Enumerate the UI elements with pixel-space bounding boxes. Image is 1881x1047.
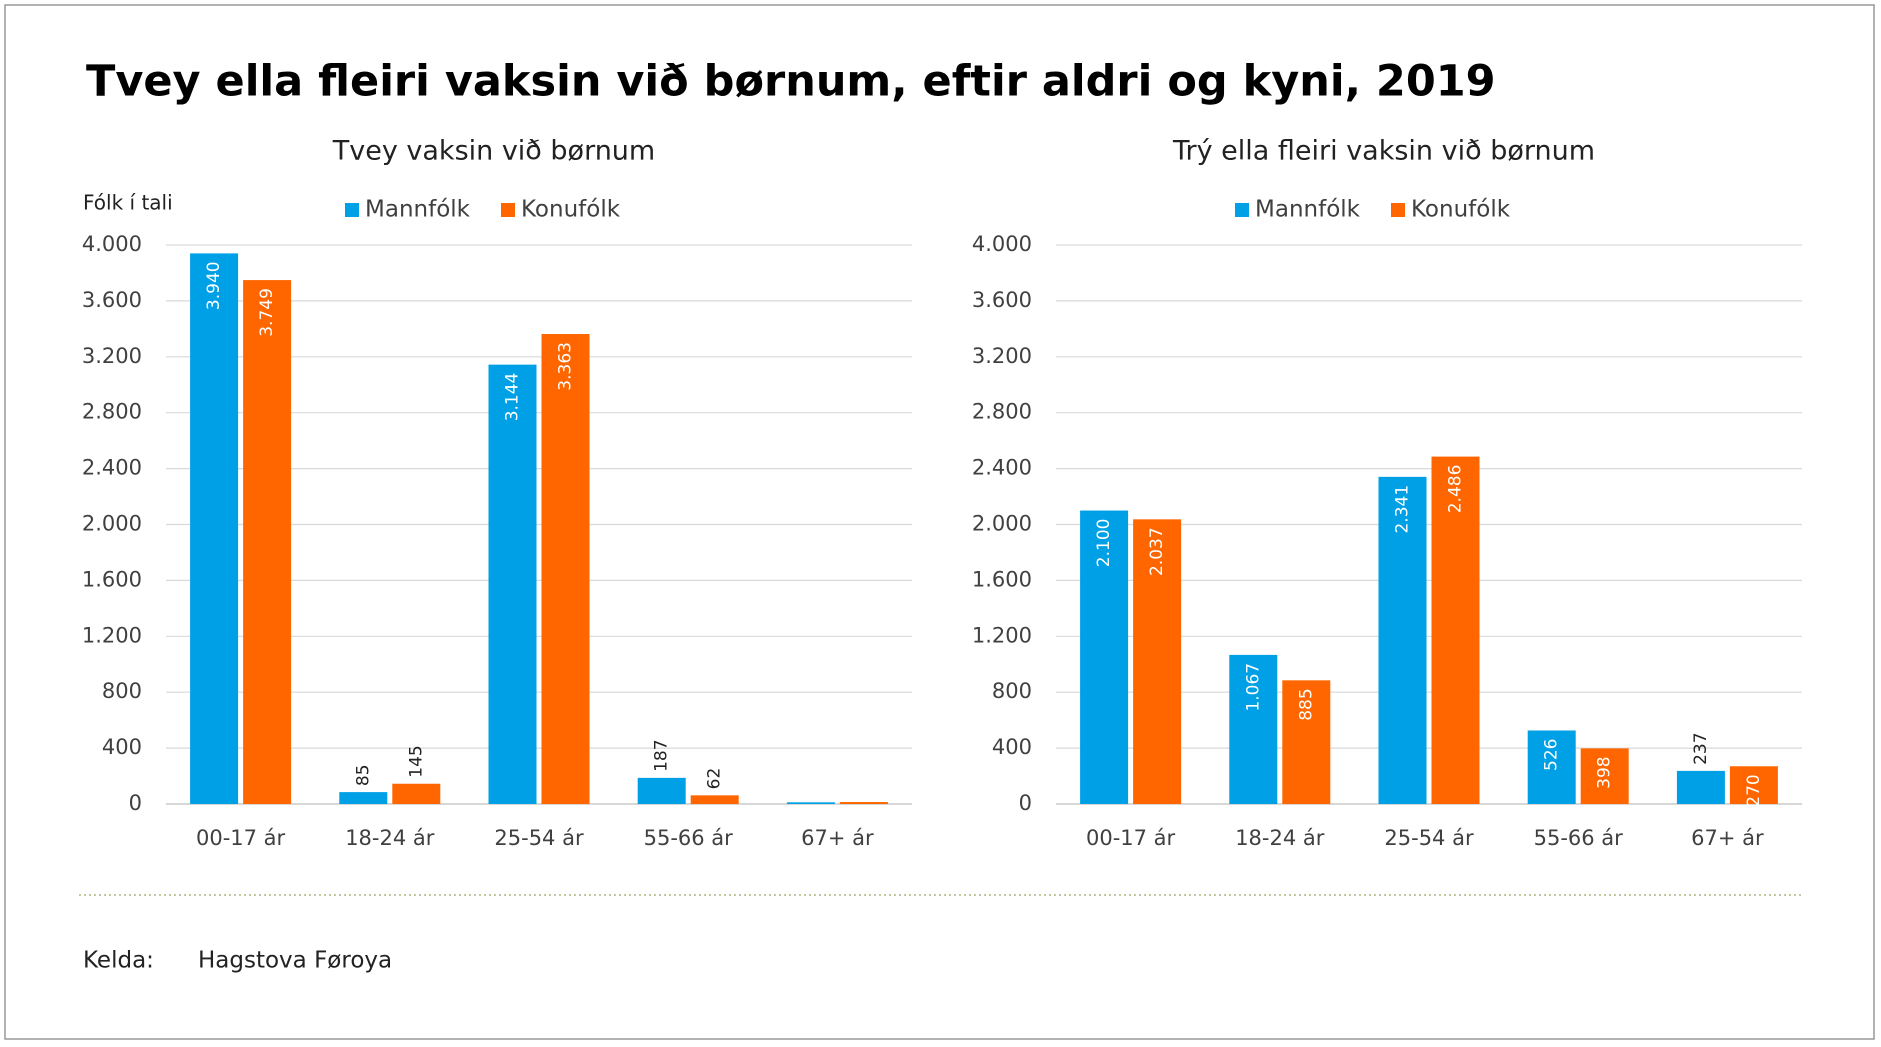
bar — [1378, 476, 1427, 804]
y-tick-label: 1.200 — [972, 623, 1032, 647]
data-label: 3.749 — [257, 288, 277, 337]
bar — [1133, 519, 1182, 804]
frame — [4, 4, 1875, 1040]
y-tick-label: 3.600 — [972, 288, 1032, 312]
bar — [1580, 748, 1629, 804]
bar — [1729, 766, 1778, 804]
chart-title: Tvey vaksin við børnum — [332, 136, 655, 167]
y-tick-label: 0 — [1019, 791, 1032, 815]
legend-label: Mannfólk — [1255, 197, 1361, 223]
x-tick-label: 00-17 ár — [1086, 826, 1176, 850]
legend-label: Konufólk — [1411, 197, 1511, 223]
data-label: 2.486 — [1446, 465, 1466, 514]
data-label: 398 — [1595, 756, 1615, 788]
data-label: 270 — [1744, 774, 1764, 806]
data-label: 885 — [1296, 688, 1316, 720]
y-tick-label: 2.400 — [82, 456, 142, 480]
bar — [637, 777, 686, 804]
x-tick-label: 00-17 ár — [196, 826, 286, 850]
y-tick-label: 1.600 — [82, 567, 142, 591]
legend-label: Mannfólk — [365, 197, 471, 223]
bar — [839, 802, 888, 804]
bar — [1527, 730, 1576, 804]
data-label: 3.144 — [503, 373, 523, 422]
data-label: 3.940 — [204, 261, 224, 310]
y-tick-label: 400 — [992, 735, 1032, 759]
x-tick-label: 25-54 ár — [494, 826, 584, 850]
data-label: 62 — [705, 768, 725, 790]
bar — [1431, 456, 1480, 804]
data-label: 526 — [1542, 738, 1562, 770]
y-tick-label: 4.000 — [82, 232, 142, 256]
data-label: 145 — [406, 745, 426, 777]
x-tick-label: 18-24 ár — [345, 826, 435, 850]
y-tick-label: 1.200 — [82, 623, 142, 647]
y-tick-label: 3.600 — [82, 288, 142, 312]
x-tick-label: 55-66 ár — [1534, 826, 1624, 850]
bar — [488, 364, 537, 804]
source-label: Kelda: — [83, 948, 154, 974]
x-tick-label: 67+ ár — [801, 826, 874, 850]
bar — [243, 280, 292, 804]
bar — [190, 253, 239, 804]
y-tick-label: 800 — [102, 679, 142, 703]
data-label: 3.363 — [556, 342, 576, 391]
y-tick-label: 0 — [129, 791, 142, 815]
y-tick-label: 800 — [992, 679, 1032, 703]
page-title: Tvey ella fleiri vaksin við børnum, efti… — [86, 57, 1496, 107]
data-label: 85 — [353, 764, 373, 786]
bar — [339, 792, 388, 804]
data-label: 2.341 — [1393, 485, 1413, 534]
bar — [1080, 510, 1129, 804]
legend-label: Konufólk — [521, 197, 621, 223]
data-label: 237 — [1691, 732, 1711, 764]
y-tick-label: 2.000 — [972, 512, 1032, 536]
legend-swatch — [501, 203, 515, 217]
y-tick-label: 2.800 — [972, 400, 1032, 424]
y-tick-label: 2.000 — [82, 512, 142, 536]
y-tick-label: 2.400 — [972, 456, 1032, 480]
data-label: 1.067 — [1243, 663, 1263, 712]
data-label: 2.037 — [1147, 527, 1167, 576]
y-tick-label: 3.200 — [972, 344, 1032, 368]
legend-swatch — [1235, 203, 1249, 217]
chart-title: Trý ella fleiri vaksin við børnum — [1172, 136, 1595, 167]
y-tick-label: 4.000 — [972, 232, 1032, 256]
y-tick-label: 3.200 — [82, 344, 142, 368]
bar — [1229, 654, 1278, 804]
source-value: Hagstova Føroya — [198, 948, 392, 974]
legend-swatch — [345, 203, 359, 217]
bar — [690, 795, 739, 804]
bar — [541, 334, 590, 804]
bar — [1676, 770, 1725, 804]
bar — [1282, 680, 1331, 804]
y-tick-label: 400 — [102, 735, 142, 759]
x-tick-label: 18-24 ár — [1235, 826, 1325, 850]
bar — [786, 802, 835, 804]
y-tick-label: 1.600 — [972, 567, 1032, 591]
legend-swatch — [1391, 203, 1405, 217]
data-label: 187 — [652, 739, 672, 771]
data-label: 2.100 — [1094, 519, 1114, 568]
x-tick-label: 67+ ár — [1691, 826, 1764, 850]
y-tick-label: 2.800 — [82, 400, 142, 424]
y-axis-label: Fólk í tali — [83, 191, 173, 215]
x-tick-label: 25-54 ár — [1384, 826, 1474, 850]
x-tick-label: 55-66 ár — [644, 826, 734, 850]
bar — [392, 783, 441, 804]
